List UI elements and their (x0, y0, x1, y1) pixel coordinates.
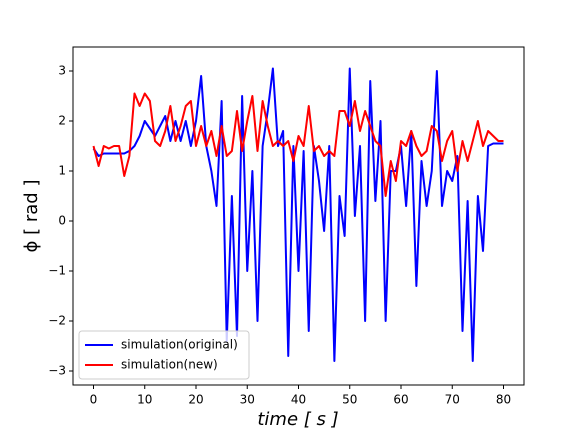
plot-frame (72, 46, 525, 386)
x-tick-label: 20 (188, 393, 203, 407)
y-tick-label: 3 (58, 64, 66, 78)
x-tick-label: 50 (342, 393, 357, 407)
x-tick-label: 0 (90, 393, 98, 407)
legend-label: simulation(new) (121, 358, 218, 372)
legend-label: simulation(original) (121, 338, 238, 352)
legend-box (78, 330, 250, 380)
x-axis-label: time [ s ] (257, 409, 338, 430)
y-axis-label: ϕ [ rad ] (21, 180, 42, 253)
y-tick-label: −3 (48, 364, 66, 378)
series-line (92, 92, 504, 197)
x-tick-label: 10 (137, 393, 152, 407)
y-tick-label: −2 (48, 314, 66, 328)
x-tick-label: 60 (393, 393, 408, 407)
y-tick-label: 2 (58, 114, 66, 128)
y-tick-label: 1 (58, 164, 66, 178)
x-tick-label: 30 (240, 393, 255, 407)
y-tick-label: 0 (58, 214, 66, 228)
series-line (92, 67, 504, 362)
y-tick-label: −1 (48, 264, 66, 278)
x-tick-label: 40 (291, 393, 306, 407)
x-tick-label: 70 (445, 393, 460, 407)
x-tick-label: 80 (496, 393, 511, 407)
